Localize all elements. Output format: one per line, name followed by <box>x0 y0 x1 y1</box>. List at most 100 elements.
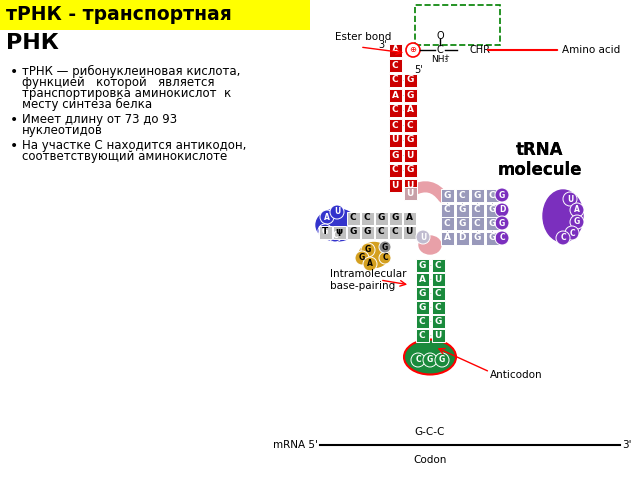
Text: Codon: Codon <box>413 455 447 465</box>
Circle shape <box>330 205 344 219</box>
Text: G: G <box>322 227 328 236</box>
Text: tRNA
molecule: tRNA molecule <box>498 141 582 180</box>
Bar <box>388 44 401 57</box>
Text: G: G <box>365 245 371 254</box>
Text: Anticodon: Anticodon <box>490 370 543 380</box>
Bar <box>388 148 401 161</box>
Bar <box>403 119 417 132</box>
Text: C: C <box>435 261 442 269</box>
Text: C: C <box>392 120 398 130</box>
Bar <box>374 226 387 239</box>
Text: 5': 5' <box>414 65 423 75</box>
Text: соответствующий аминокислоте: соответствующий аминокислоте <box>22 150 227 163</box>
Bar <box>403 133 417 146</box>
Bar <box>470 216 483 229</box>
Bar <box>346 212 360 225</box>
Bar <box>431 300 445 313</box>
Text: G: G <box>378 214 385 223</box>
Text: C: C <box>382 253 388 263</box>
Text: месту синтеза белка: месту синтеза белка <box>22 98 152 111</box>
Text: •: • <box>10 139 19 153</box>
Text: G: G <box>359 253 365 263</box>
Ellipse shape <box>404 339 456 374</box>
Bar <box>388 88 401 101</box>
Bar <box>403 179 417 192</box>
Text: транспортировка аминокислот  к: транспортировка аминокислот к <box>22 87 231 100</box>
Text: C: C <box>474 218 480 228</box>
Circle shape <box>495 203 509 217</box>
Bar <box>403 88 417 101</box>
Bar <box>403 164 417 177</box>
Text: A: A <box>406 106 413 115</box>
Bar <box>388 73 401 86</box>
Text: CHR: CHR <box>470 45 491 55</box>
Text: G: G <box>419 288 426 298</box>
Text: G: G <box>474 233 481 242</box>
Bar <box>360 212 374 225</box>
FancyArrowPatch shape <box>412 187 444 198</box>
Text: U: U <box>435 275 442 284</box>
Ellipse shape <box>419 236 441 254</box>
Text: тРНК — рибонуклеиновая кислота,: тРНК — рибонуклеиновая кислота, <box>22 65 241 78</box>
Bar <box>431 314 445 327</box>
Bar <box>440 216 454 229</box>
Text: G: G <box>458 218 466 228</box>
Circle shape <box>379 252 391 264</box>
Circle shape <box>563 192 577 206</box>
Text: C: C <box>560 233 566 242</box>
FancyBboxPatch shape <box>0 0 310 30</box>
Bar <box>440 231 454 244</box>
Ellipse shape <box>359 242 389 267</box>
Text: C: C <box>392 75 398 84</box>
Text: U: U <box>420 232 426 241</box>
Circle shape <box>435 353 449 367</box>
Text: G: G <box>488 233 496 242</box>
Text: G: G <box>349 228 356 237</box>
Text: •: • <box>10 65 19 79</box>
Text: G: G <box>499 218 505 228</box>
Circle shape <box>355 251 369 265</box>
Circle shape <box>318 224 332 238</box>
Text: функцией   которой   является: функцией которой является <box>22 76 214 89</box>
Circle shape <box>495 188 509 202</box>
Bar <box>440 204 454 216</box>
Text: ψ: ψ <box>335 228 342 237</box>
Text: Intramolecular
base-pairing: Intramolecular base-pairing <box>330 269 406 291</box>
Text: C: C <box>435 302 442 312</box>
Text: C: C <box>378 228 384 237</box>
Text: C: C <box>392 60 398 70</box>
Text: C: C <box>406 120 413 130</box>
Circle shape <box>570 203 584 217</box>
Text: +: + <box>443 54 449 60</box>
Text: D: D <box>458 233 466 242</box>
Text: C: C <box>436 45 444 55</box>
Text: •: • <box>10 113 19 127</box>
Text: G: G <box>427 356 433 364</box>
Text: A: A <box>324 213 330 221</box>
Text: C: C <box>444 218 451 228</box>
Text: T: T <box>322 228 328 237</box>
Text: G: G <box>406 166 413 175</box>
Text: A: A <box>419 275 426 284</box>
Text: 3': 3' <box>379 40 387 50</box>
Text: C: C <box>489 191 495 200</box>
Text: C: C <box>364 214 371 223</box>
Circle shape <box>423 353 437 367</box>
Text: C: C <box>459 191 465 200</box>
Text: A: A <box>392 46 399 55</box>
Circle shape <box>320 210 334 224</box>
Bar <box>319 226 332 239</box>
Text: A: A <box>574 205 580 215</box>
Circle shape <box>328 228 342 242</box>
Text: A: A <box>367 260 373 268</box>
Text: C: C <box>419 331 426 339</box>
Bar <box>431 273 445 286</box>
Text: C: C <box>349 214 356 223</box>
Text: G: G <box>499 191 505 200</box>
Circle shape <box>361 243 375 257</box>
Bar <box>403 226 415 239</box>
Text: mRNA 5': mRNA 5' <box>273 440 318 450</box>
Text: C: C <box>419 316 426 325</box>
Text: нуклеотидов: нуклеотидов <box>22 124 103 137</box>
Bar <box>486 216 499 229</box>
